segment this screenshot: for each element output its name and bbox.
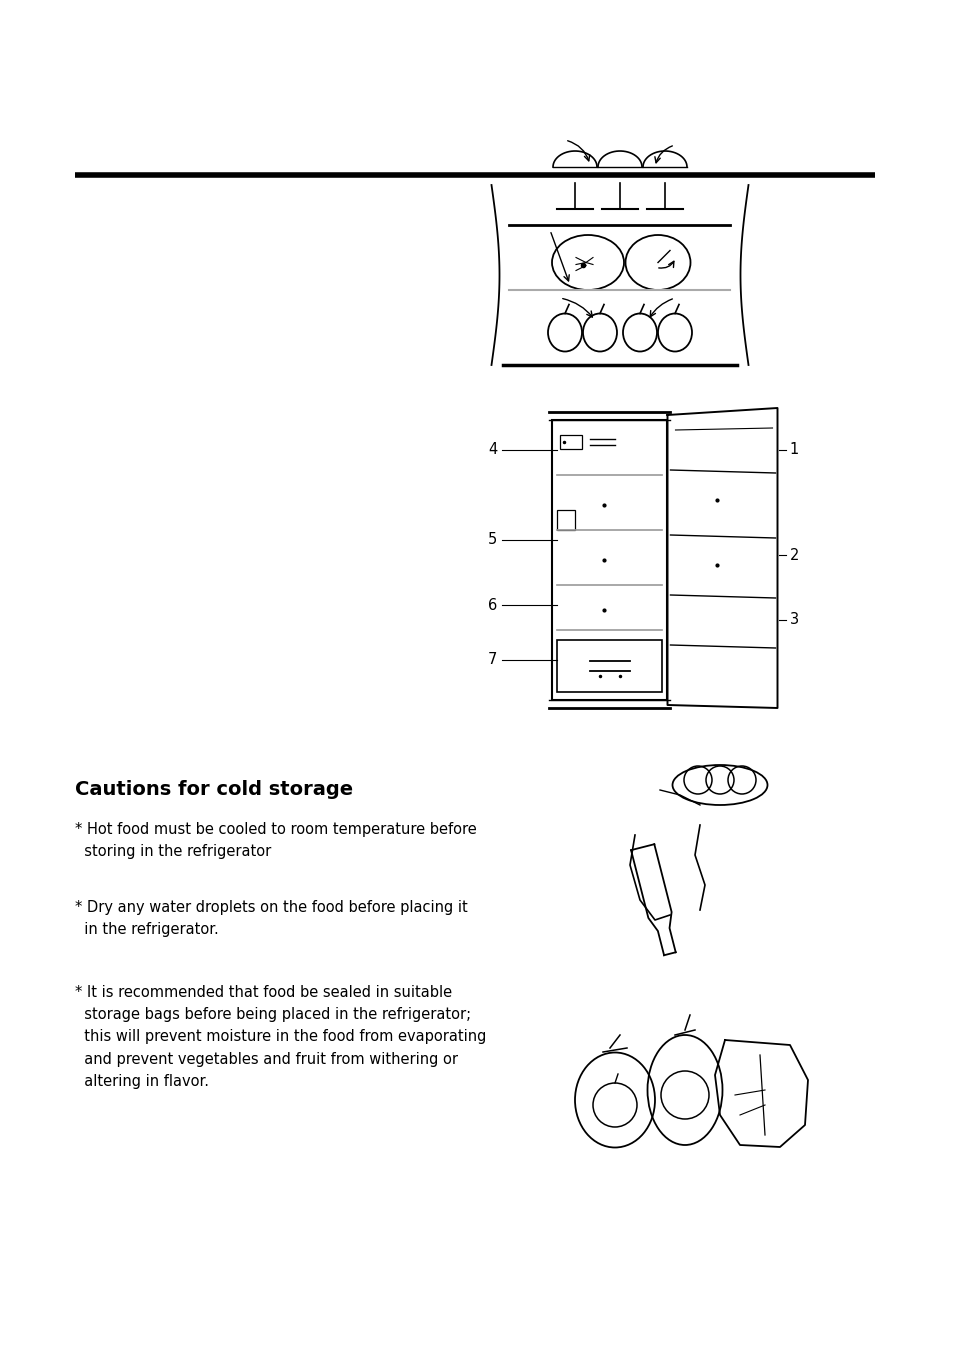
Text: * It is recommended that food be sealed in suitable
  storage bags before being : * It is recommended that food be sealed …: [75, 986, 486, 1089]
Bar: [552, 420, 667, 701]
Text: 5: 5: [488, 532, 497, 548]
Text: Cautions for cold storage: Cautions for cold storage: [75, 780, 353, 799]
Bar: [557, 640, 661, 693]
Text: * Hot food must be cooled to room temperature before
  storing in the refrigerat: * Hot food must be cooled to room temper…: [75, 822, 476, 859]
Text: 3: 3: [789, 613, 798, 628]
Bar: [557, 510, 575, 531]
Bar: [560, 435, 582, 450]
Text: 4: 4: [488, 443, 497, 458]
Text: 1: 1: [789, 443, 798, 458]
Text: * Dry any water droplets on the food before placing it
  in the refrigerator.: * Dry any water droplets on the food bef…: [75, 900, 467, 937]
Text: 6: 6: [488, 598, 497, 613]
Text: 2: 2: [789, 548, 798, 563]
Text: 7: 7: [488, 652, 497, 667]
